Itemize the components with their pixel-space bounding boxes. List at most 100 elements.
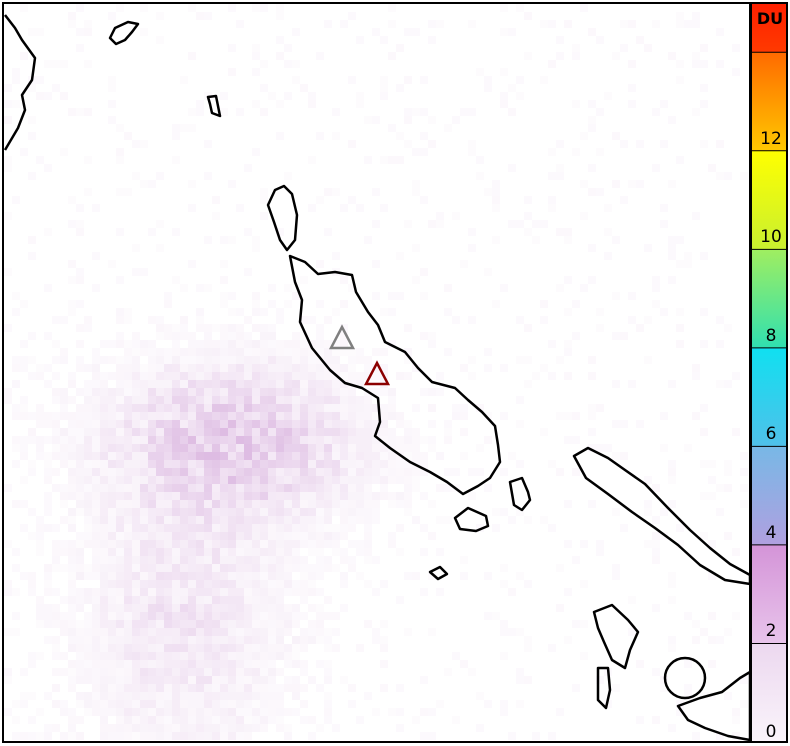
so2-pixel: [172, 452, 180, 460]
so2-pixel: [140, 692, 148, 700]
so2-pixel: [652, 556, 660, 564]
so2-pixel: [268, 636, 276, 644]
so2-pixel: [708, 660, 716, 668]
so2-pixel: [148, 732, 156, 740]
so2-pixel: [276, 636, 284, 644]
so2-pixel: [300, 540, 308, 548]
so2-pixel: [388, 156, 396, 164]
so2-pixel: [260, 420, 268, 428]
so2-pixel: [580, 652, 588, 660]
so2-pixel: [252, 476, 260, 484]
so2-pixel: [124, 420, 132, 428]
so2-pixel: [132, 332, 140, 340]
so2-pixel: [116, 404, 124, 412]
so2-pixel: [124, 340, 132, 348]
so2-pixel: [236, 540, 244, 548]
so2-pixel: [188, 652, 196, 660]
so2-pixel: [164, 628, 172, 636]
so2-pixel: [212, 500, 220, 508]
so2-pixel: [236, 468, 244, 476]
so2-pixel: [84, 324, 92, 332]
so2-pixel: [244, 444, 252, 452]
so2-pixel: [244, 580, 252, 588]
so2-pixel: [348, 412, 356, 420]
so2-pixel: [220, 372, 228, 380]
so2-pixel: [204, 172, 212, 180]
so2-pixel: [660, 444, 668, 452]
so2-pixel: [308, 388, 316, 396]
so2-pixel: [68, 644, 76, 652]
so2-pixel: [468, 228, 476, 236]
so2-pixel: [148, 612, 156, 620]
so2-pixel: [60, 348, 68, 356]
so2-pixel: [180, 692, 188, 700]
so2-pixel: [172, 156, 180, 164]
so2-pixel: [324, 460, 332, 468]
so2-pixel: [52, 652, 60, 660]
so2-pixel: [68, 732, 76, 740]
so2-pixel: [268, 380, 276, 388]
so2-pixel: [260, 492, 268, 500]
so2-pixel: [684, 252, 692, 260]
so2-pixel: [108, 356, 116, 364]
so2-pixel: [212, 524, 220, 532]
so2-pixel: [396, 292, 404, 300]
so2-pixel: [308, 588, 316, 596]
so2-pixel: [36, 708, 44, 716]
so2-pixel: [100, 644, 108, 652]
so2-pixel: [300, 356, 308, 364]
so2-pixel: [140, 468, 148, 476]
so2-pixel: [556, 164, 564, 172]
so2-pixel: [124, 724, 132, 732]
so2-pixel: [20, 340, 28, 348]
so2-pixel: [268, 452, 276, 460]
so2-pixel: [412, 452, 420, 460]
so2-pixel: [284, 500, 292, 508]
so2-pixel: [228, 524, 236, 532]
so2-pixel: [732, 548, 740, 556]
so2-pixel: [372, 588, 380, 596]
so2-pixel: [340, 524, 348, 532]
so2-pixel: [140, 716, 148, 724]
so2-pixel: [220, 684, 228, 692]
so2-pixel: [380, 684, 388, 692]
so2-pixel: [188, 396, 196, 404]
so2-pixel: [172, 684, 180, 692]
so2-pixel: [188, 604, 196, 612]
so2-pixel: [380, 636, 388, 644]
so2-pixel: [180, 636, 188, 644]
so2-pixel: [132, 172, 140, 180]
so2-pixel: [212, 596, 220, 604]
so2-pixel: [180, 604, 188, 612]
so2-pixel: [220, 260, 228, 268]
so2-pixel: [420, 708, 428, 716]
so2-pixel: [220, 540, 228, 548]
so2-pixel: [700, 428, 708, 436]
so2-pixel: [4, 212, 12, 220]
so2-pixel: [364, 396, 372, 404]
so2-pixel: [564, 20, 572, 28]
so2-pixel: [276, 580, 284, 588]
so2-pixel: [236, 420, 244, 428]
bougainville-island: [288, 254, 502, 496]
so2-pixel: [308, 428, 316, 436]
so2-pixel: [116, 396, 124, 404]
so2-pixel: [468, 492, 476, 500]
so2-pixel: [180, 284, 188, 292]
so2-pixel: [380, 620, 388, 628]
so2-pixel: [164, 588, 172, 596]
so2-pixel: [628, 292, 636, 300]
so2-pixel: [244, 476, 252, 484]
so2-pixel: [260, 628, 268, 636]
so2-pixel: [188, 372, 196, 380]
so2-pixel: [244, 492, 252, 500]
so2-pixel: [148, 364, 156, 372]
so2-pixel: [156, 716, 164, 724]
so2-pixel: [380, 36, 388, 44]
so2-pixel: [316, 636, 324, 644]
so2-pixel: [324, 396, 332, 404]
so2-pixel: [244, 564, 252, 572]
so2-pixel: [556, 412, 564, 420]
so2-pixel: [100, 652, 108, 660]
so2-pixel: [652, 516, 660, 524]
